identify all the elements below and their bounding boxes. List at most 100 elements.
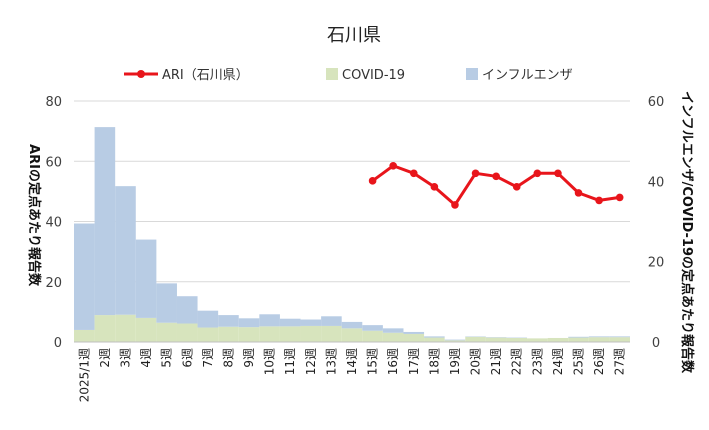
x-tick-label: 8週: [221, 348, 235, 368]
bar-covid: [465, 336, 486, 342]
x-tick-label: 26週: [592, 348, 606, 375]
x-tick-label: 21週: [489, 348, 503, 375]
x-tick-label: 10週: [263, 348, 277, 375]
bar-influenza: [115, 186, 136, 315]
gridlines: [74, 100, 630, 283]
bar-covid: [362, 330, 383, 342]
ari-point: [451, 201, 459, 209]
bars: [74, 127, 630, 343]
bar-covid: [547, 337, 569, 342]
x-tick-label: 16週: [386, 348, 400, 375]
bar-covid: [156, 322, 177, 342]
right-tick-label: 0: [652, 336, 660, 351]
ari-point: [430, 183, 439, 191]
x-tick-label: 2025/1週: [77, 348, 91, 402]
ari-point: [368, 177, 377, 185]
x-tick-label: 20週: [469, 348, 483, 375]
ari-line: [368, 161, 624, 209]
bar-covid: [485, 337, 507, 342]
x-tick-label: 15週: [366, 348, 380, 375]
right-tick-label: 40: [648, 175, 665, 190]
legend-label-influenza: インフルエンザ: [482, 68, 573, 83]
left-axis-label: ARIの定点あたり報告数: [26, 144, 42, 287]
ari-point: [512, 183, 521, 191]
x-tick-label: 22週: [510, 348, 524, 375]
bar-covid: [609, 337, 630, 342]
ari-point: [389, 161, 397, 170]
x-tick-label: 17週: [407, 348, 421, 375]
bar-covid: [279, 326, 301, 342]
bar-influenza: [321, 316, 342, 326]
bar-influenza: [197, 310, 219, 328]
legend: ARI（石川県） COVID-19 インフルエンザ: [124, 68, 573, 83]
ari-point: [554, 169, 562, 178]
bar-covid: [300, 325, 322, 342]
legend-label-ari: ARI（石川県）: [162, 68, 249, 83]
x-tick-label: 24週: [551, 348, 565, 375]
bar-influenza: [403, 331, 425, 334]
bar-covid: [259, 326, 280, 342]
bar-influenza: [176, 296, 198, 324]
x-tick-label: 9週: [242, 348, 256, 368]
x-tick-label: 19週: [448, 348, 462, 375]
bar-covid: [176, 323, 198, 342]
bar-covid: [527, 338, 548, 342]
bar-covid: [218, 326, 239, 342]
bar-covid: [94, 315, 116, 342]
ari-line-path: [371, 164, 620, 207]
x-tick-label: 27週: [613, 348, 627, 375]
bar-influenza: [300, 319, 322, 326]
bar-influenza: [259, 314, 280, 327]
bar-covid: [424, 337, 445, 342]
bar-influenza: [444, 339, 466, 341]
bar-influenza: [382, 328, 404, 333]
ari-point: [595, 196, 603, 205]
bar-influenza: [238, 318, 260, 328]
bar-covid: [568, 337, 589, 342]
bar-covid: [506, 337, 528, 342]
bar-influenza: [135, 239, 157, 318]
legend-item-covid: COVID-19: [326, 68, 405, 83]
bar-covid: [135, 317, 157, 342]
bar-influenza: [568, 336, 589, 338]
x-tick-label: 6週: [180, 348, 194, 368]
x-tick-label: 4週: [139, 348, 153, 368]
left-tick-label: 40: [45, 216, 62, 231]
bar-influenza: [588, 336, 610, 338]
legend-label-covid: COVID-19: [342, 68, 405, 83]
bar-covid: [321, 325, 342, 342]
x-tick-label: 5週: [160, 348, 174, 368]
bar-covid: [74, 329, 95, 342]
left-tick-label: 80: [45, 95, 62, 110]
bar-influenza: [424, 336, 445, 338]
bar-influenza: [279, 318, 301, 327]
bar-covid: [238, 327, 260, 342]
bar-covid: [444, 340, 466, 342]
bar-influenza: [609, 336, 630, 338]
x-tick-label: 23週: [530, 348, 544, 375]
chart-title: 石川県: [327, 25, 381, 46]
bar-covid: [588, 337, 610, 342]
ari-point: [533, 169, 542, 178]
x-tick-label: 7週: [201, 348, 215, 368]
left-axis-ticks: 0 20 40 60 80: [45, 95, 62, 351]
x-tick-label: 14週: [345, 348, 359, 375]
bar-influenza: [218, 315, 239, 327]
bar-influenza: [94, 127, 116, 316]
bar-influenza: [341, 321, 363, 329]
ari-point: [471, 169, 480, 178]
bar-covid: [403, 333, 425, 342]
right-axis-ticks: 0 20 40 60: [648, 95, 665, 351]
x-tick-label: 13週: [324, 348, 338, 375]
bar-influenza: [156, 283, 177, 323]
bar-influenza: [74, 223, 95, 330]
bar-covid: [197, 327, 219, 342]
right-tick-label: 20: [648, 256, 665, 271]
x-tick-label: 2週: [98, 348, 112, 368]
ari-point: [409, 169, 418, 178]
x-tick-label: 18週: [427, 348, 441, 375]
right-axis-label: インフルエンザ/COVID-19の定点あたり報告数: [679, 91, 695, 374]
x-tick-label: 12週: [304, 348, 318, 375]
legend-item-ari: ARI（石川県）: [124, 68, 249, 83]
